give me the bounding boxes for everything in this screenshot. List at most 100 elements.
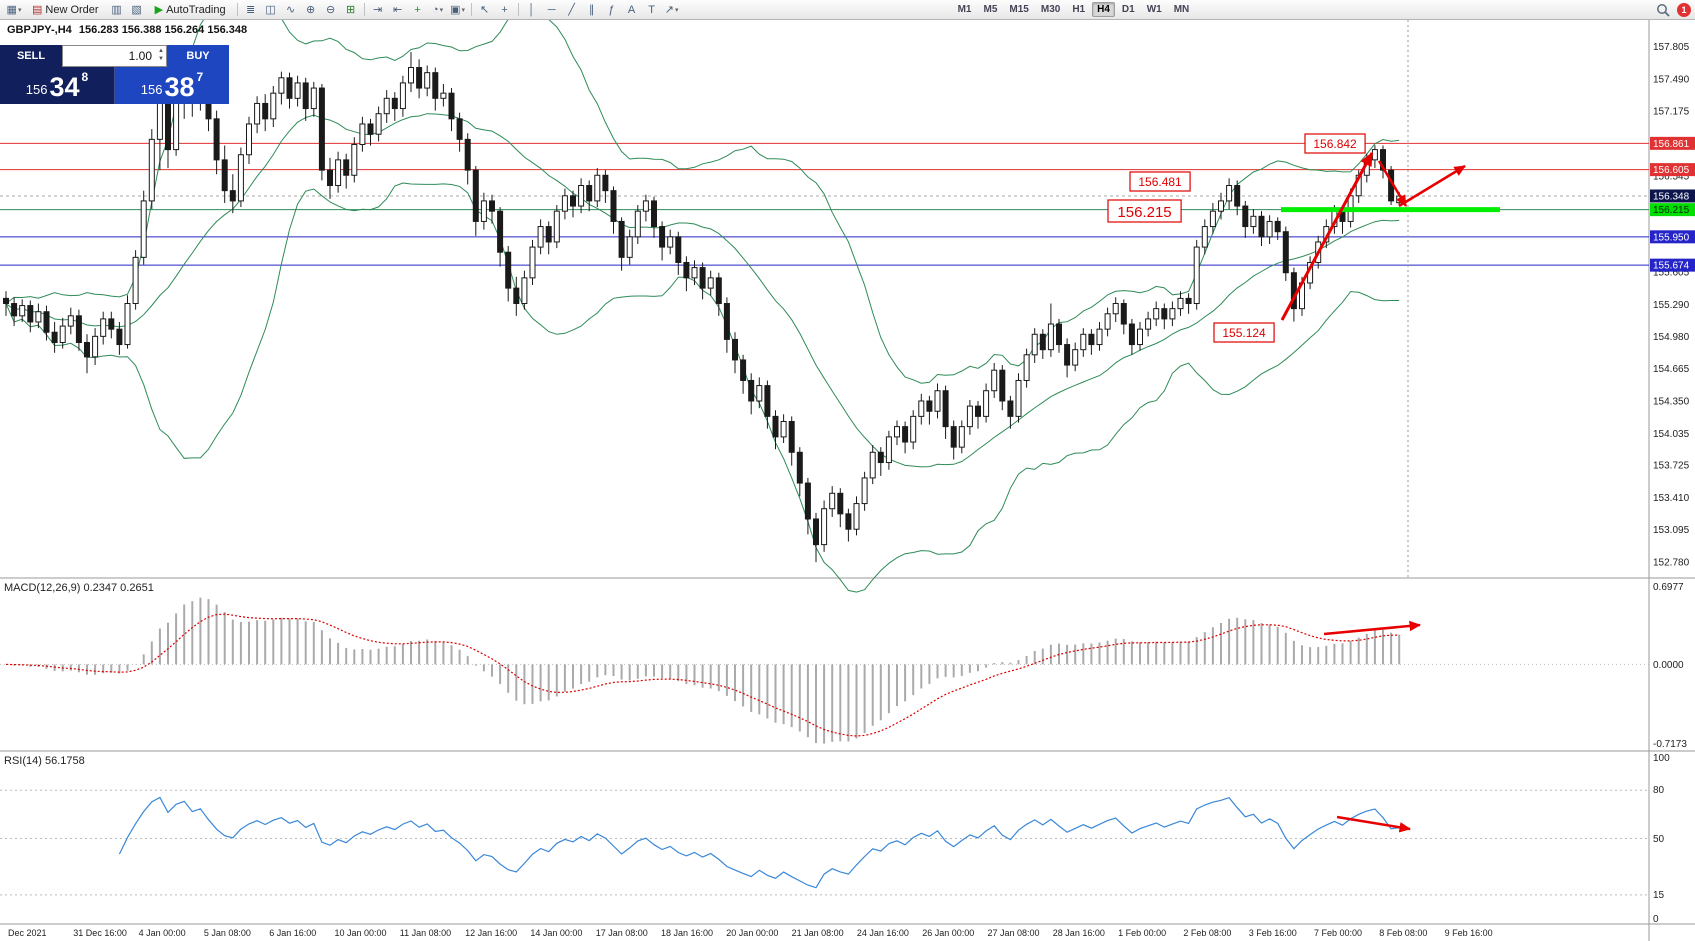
autotrading-button[interactable]: ▶ AutoTrading	[148, 1, 233, 19]
candle-body	[740, 359, 747, 381]
new-order-button[interactable]: ▤ New Order	[25, 1, 106, 19]
time-scale[interactable]: Dec 2021 31 Dec 16:00 4 Jan 00:00 5 Jan 08:…	[8, 928, 1493, 938]
fibonacci-icon[interactable]: ƒ	[608, 3, 615, 16]
indicators-add-icon[interactable]: +	[414, 3, 421, 16]
candle-body	[464, 138, 471, 171]
sell-button[interactable]: SELL	[0, 45, 62, 67]
timeframe-d1[interactable]: D1	[1121, 4, 1135, 15]
buy-button[interactable]: BUY	[167, 45, 229, 67]
text-icon[interactable]: A	[627, 3, 636, 16]
candle-body	[699, 267, 706, 289]
candle-body	[3, 297, 9, 305]
sell-price-display[interactable]: 156 34 8	[0, 67, 115, 104]
candle-body	[926, 400, 933, 412]
candle-body	[1015, 379, 1022, 417]
candle-body	[1120, 303, 1127, 325]
candle-body	[391, 97, 398, 110]
candle-body	[440, 92, 447, 99]
candle-body	[1161, 308, 1168, 320]
macd-indicator-label: MACD(12,26,9) 0.2347 0.2651	[4, 582, 154, 594]
notification-badge[interactable]: 1	[1677, 2, 1691, 17]
sell-price-sup: 8	[81, 70, 89, 84]
price-badge-text: 155.674	[1653, 261, 1690, 272]
auto-scroll-icon[interactable]: ⇥	[372, 4, 383, 16]
bar-chart-icon[interactable]: ≣	[245, 4, 256, 16]
vertical-line-icon[interactable]: │	[528, 3, 536, 16]
candle-body	[966, 405, 973, 428]
templates-icon[interactable]: ▣ ▾	[450, 4, 466, 16]
timeframe-m30[interactable]: M30	[1040, 4, 1061, 15]
periods-icon[interactable]: ◔ ▾	[432, 3, 444, 16]
candle-body	[780, 421, 787, 438]
trend-arrow[interactable]	[1336, 815, 1411, 833]
candle-body	[788, 421, 795, 453]
new-chart-icon[interactable]: ▦ ▾	[6, 4, 22, 16]
candle-body	[667, 236, 674, 248]
candle-body	[1153, 308, 1160, 320]
market-watch-icon[interactable]: ▥	[111, 4, 122, 16]
line-chart-icon[interactable]: ∿	[285, 4, 296, 16]
time-axis-label: 24 Jan 16:00	[857, 928, 909, 938]
timeframe-h1[interactable]: H1	[1072, 4, 1086, 15]
buy-price-display[interactable]: 156 38 7	[115, 67, 229, 104]
channel-icon[interactable]: ∥	[588, 4, 595, 16]
price-annotation-text: 156.481	[1138, 175, 1182, 189]
spin-up-icon[interactable]: ▲	[158, 48, 164, 54]
candle-body	[1380, 149, 1386, 171]
candle-body	[335, 159, 342, 187]
candle-body	[505, 251, 512, 289]
timeframe-bar: M1 M5 M15 M30 H1 H4 D1 W1 MN	[952, 2, 1196, 17]
price-badge	[1650, 203, 1695, 217]
candle-body	[148, 138, 155, 202]
sell-price-prefix: 156	[25, 82, 48, 97]
volume-spinner[interactable]: ▲ ▼	[158, 47, 164, 64]
candle-body	[1169, 308, 1176, 320]
volume-field[interactable]: 1.00 ▲ ▼	[62, 45, 167, 67]
price-badge	[1650, 189, 1695, 203]
label-icon[interactable]: T	[648, 3, 655, 16]
trend-arrow[interactable]	[1323, 620, 1421, 636]
arrows-icon[interactable]: ↗ ▾	[664, 4, 679, 16]
trendline-icon[interactable]: ╱	[568, 4, 575, 16]
price-annotation-box[interactable]	[1304, 133, 1366, 154]
price-annotation-box[interactable]	[1213, 322, 1275, 343]
price-annotation-box[interactable]	[1107, 199, 1182, 223]
candle-body	[910, 415, 917, 443]
candle-body	[1177, 297, 1184, 310]
navigator-icon[interactable]: ▧	[131, 4, 142, 16]
horizontal-line-icon[interactable]: ─	[547, 3, 556, 16]
price-scale-label: 154.665	[1653, 364, 1690, 375]
time-axis-label: 26 Jan 00:00	[922, 928, 974, 938]
candle-body	[570, 195, 576, 207]
candlestick-chart-icon[interactable]: ◫	[265, 4, 276, 16]
candle-body	[124, 303, 131, 346]
timeframe-m5[interactable]: M5	[983, 4, 998, 15]
timeframe-m1[interactable]: M1	[957, 4, 972, 15]
time-axis-label: 3 Feb 16:00	[1249, 928, 1297, 938]
timeframe-w1[interactable]: W1	[1146, 4, 1162, 15]
candle-body	[132, 256, 139, 305]
zoom-out-icon[interactable]: ⊖	[325, 4, 336, 16]
timeframe-mn[interactable]: MN	[1173, 4, 1190, 15]
spin-down-icon[interactable]: ▼	[158, 56, 164, 63]
tile-windows-icon[interactable]: ⊞	[345, 4, 356, 16]
search-icon[interactable]	[1656, 3, 1670, 17]
rsi-level-0: 0	[1653, 914, 1659, 925]
price-annotation-box[interactable]	[1129, 171, 1191, 192]
trend-arrow[interactable]	[1280, 151, 1374, 321]
crosshair-icon[interactable]: +	[501, 3, 508, 16]
price-chart-canvas[interactable]: MACD(12,26,9) 0.2347 0.2651 0.6977 0.000…	[0, 20, 1695, 941]
timeframe-h4[interactable]: H4	[1092, 2, 1115, 17]
timeframe-m15[interactable]: M15	[1009, 4, 1029, 15]
time-axis-label: 31 Dec 16:00	[73, 928, 127, 938]
candle-body	[829, 492, 836, 510]
zoom-in-icon[interactable]: ⊕	[305, 4, 316, 16]
time-axis-label: 14 Jan 00:00	[530, 928, 582, 938]
chart-shift-icon[interactable]: ⇤	[392, 4, 403, 16]
candle-body	[237, 154, 244, 202]
price-scale[interactable]: 157.805 157.490 157.175 156.545 155.605 155.2…	[1650, 42, 1695, 569]
trend-arrow[interactable]	[1398, 164, 1466, 208]
price-badge-text: 156.861	[1653, 139, 1690, 150]
trend-arrow[interactable]	[1377, 160, 1408, 207]
cursor-icon[interactable]: ↖	[479, 4, 490, 16]
